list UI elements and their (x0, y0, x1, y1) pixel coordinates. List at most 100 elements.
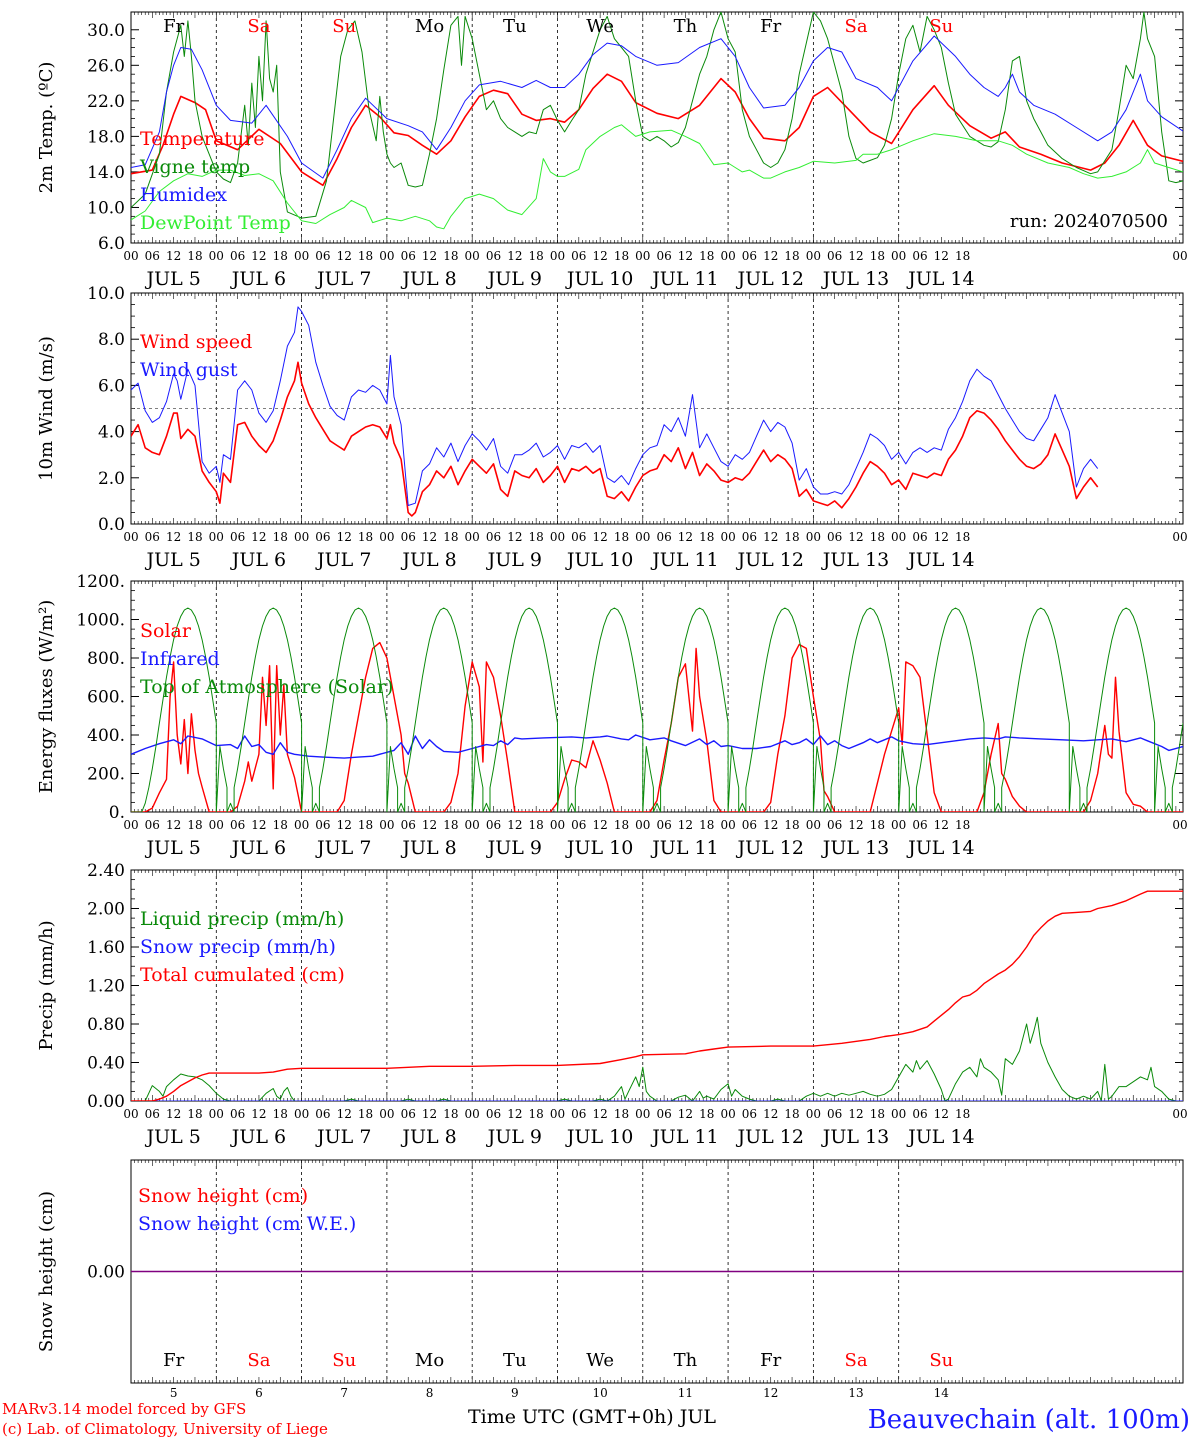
x-hour-label: 12 (763, 818, 778, 832)
y-axis-label: Energy fluxes (W/m²) (36, 600, 57, 794)
weekday-label: Mo (415, 16, 444, 37)
y-tick-label: 1200. (76, 572, 125, 592)
y-tick-label: 10.0 (87, 198, 125, 218)
y-tick-label: 8.0 (98, 330, 125, 350)
x-hour-label: 06 (742, 249, 757, 263)
x-hour-label: 12 (507, 530, 522, 544)
x-day-label: JUL 13 (821, 837, 889, 859)
x-hour-label: 12 (763, 530, 778, 544)
x-day-label: JUL 13 (821, 1126, 889, 1148)
x-hour-label: 06 (742, 530, 757, 544)
x-day-label: JUL 7 (315, 1126, 371, 1148)
y-tick-label: 0.80 (87, 1015, 125, 1035)
x-hour-label: 00 (806, 1107, 821, 1121)
x-hour-label: 00 (806, 818, 821, 832)
x-hour-label: 18 (870, 530, 885, 544)
x-hour-label: 18 (187, 249, 202, 263)
x-hour-label: 00 (550, 249, 565, 263)
y-tick-label: 600. (87, 688, 125, 708)
x-day-label: JUL 11 (650, 549, 718, 571)
x-day-label: JUL 7 (315, 837, 371, 859)
x-hour-label: 12 (592, 818, 607, 832)
x-hour-label: 12 (934, 249, 949, 263)
x-hour-label: 12 (166, 249, 181, 263)
x-hour-label: 18 (187, 1107, 202, 1121)
x-hour-label: 06 (315, 818, 330, 832)
x-day-number: 9 (511, 1386, 519, 1400)
y-tick-label: 1.60 (87, 938, 125, 958)
x-hour-label: 18 (358, 530, 373, 544)
series-dewpoint-temp (131, 124, 1183, 230)
x-day-label: JUL 9 (486, 837, 542, 859)
x-day-label: JUL 9 (486, 268, 542, 290)
x-day-number: 14 (934, 1386, 950, 1400)
series-top-of-atmosphere-solar (131, 607, 1183, 812)
x-day-number: 5 (170, 1386, 178, 1400)
x-hour-label: 00 (209, 818, 224, 832)
x-day-label: JUL 5 (144, 1126, 200, 1148)
legend-entry: DewPoint Temp (140, 212, 291, 234)
y-tick-label: 0.0 (98, 515, 125, 535)
series-vigne-temp (131, 12, 1183, 219)
x-hour-label: 06 (145, 1107, 160, 1121)
x-hour-label: 06 (401, 249, 416, 263)
x-hour-label: 00 (209, 530, 224, 544)
y-tick-label: 2.40 (87, 861, 125, 881)
weekday-label: Su (929, 16, 953, 37)
x-hour-label: 12 (934, 818, 949, 832)
legend-entry: Vigne temp (139, 156, 250, 178)
x-hour-label: 06 (912, 818, 927, 832)
weekday-label: Fr (760, 16, 781, 37)
x-hour-label: 00 (891, 818, 906, 832)
x-hour-label: 06 (486, 1107, 501, 1121)
y-axis-label: 10m Wind (m/s) (36, 336, 57, 481)
x-hour-label: 00 (465, 818, 480, 832)
x-hour-label: 12 (251, 530, 266, 544)
x-hour-label: 12 (848, 530, 863, 544)
x-hour-label: 00 (294, 1107, 309, 1121)
panel-wind: 0.0 2.0 4.0 6.0 8.0 10.0 10m Wind (m/s) Wind sp… (36, 284, 1188, 571)
x-hour-label: 18 (955, 249, 970, 263)
x-hour-label: 12 (848, 818, 863, 832)
x-hour-label: 00 (635, 530, 650, 544)
x-hour-label: 00 (294, 818, 309, 832)
x-hour-label: 18 (699, 249, 714, 263)
x-hour-label: 18 (870, 249, 885, 263)
x-hour-label: 06 (656, 249, 671, 263)
x-hour-label: 18 (699, 530, 714, 544)
x-hour-label: 12 (592, 249, 607, 263)
y-tick-label: 400. (87, 726, 125, 746)
x-hour-label: 12 (678, 249, 693, 263)
x-day-label: JUL 6 (230, 837, 286, 859)
y-tick-label: 6.0 (98, 234, 125, 254)
x-day-label: JUL 11 (650, 268, 718, 290)
legend-entry: Top of Atmosphere (Solar) (140, 676, 393, 698)
x-hour-label: 06 (145, 249, 160, 263)
x-hour-label: 06 (827, 1107, 842, 1121)
x-day-label: JUL 11 (650, 837, 718, 859)
x-hour-label: 00 (550, 818, 565, 832)
x-hour-label: 12 (848, 249, 863, 263)
y-tick-label: 30.0 (87, 21, 125, 41)
x-hour-label: 12 (507, 249, 522, 263)
x-hour-label: 18 (273, 818, 288, 832)
y-tick-label: 0. (109, 803, 125, 823)
x-hour-label: 18 (358, 249, 373, 263)
x-hour-label: 12 (422, 1107, 437, 1121)
x-hour-label: 00 (209, 1107, 224, 1121)
x-hour-label: 00 (379, 818, 394, 832)
x-hour-label: 18 (529, 1107, 544, 1121)
x-hour-label: 00 (123, 249, 138, 263)
x-hour-label: 06 (827, 249, 842, 263)
weekday-label: Fr (760, 1350, 781, 1371)
x-day-label: JUL 5 (144, 837, 200, 859)
weekday-label: Sa (844, 16, 867, 37)
x-hour-label: 00 (379, 1107, 394, 1121)
legend-entry: Liquid precip (mm/h) (140, 908, 344, 930)
panel-snow: 0.00 Snow height (cm) Snow height (cm) Snow… (36, 1159, 1184, 1400)
x-hour-label: 06 (401, 818, 416, 832)
x-hour-label: 12 (251, 818, 266, 832)
y-tick-label: 26.0 (87, 56, 125, 76)
x-hour-label: 12 (251, 1107, 266, 1121)
x-hour-label: 18 (273, 249, 288, 263)
